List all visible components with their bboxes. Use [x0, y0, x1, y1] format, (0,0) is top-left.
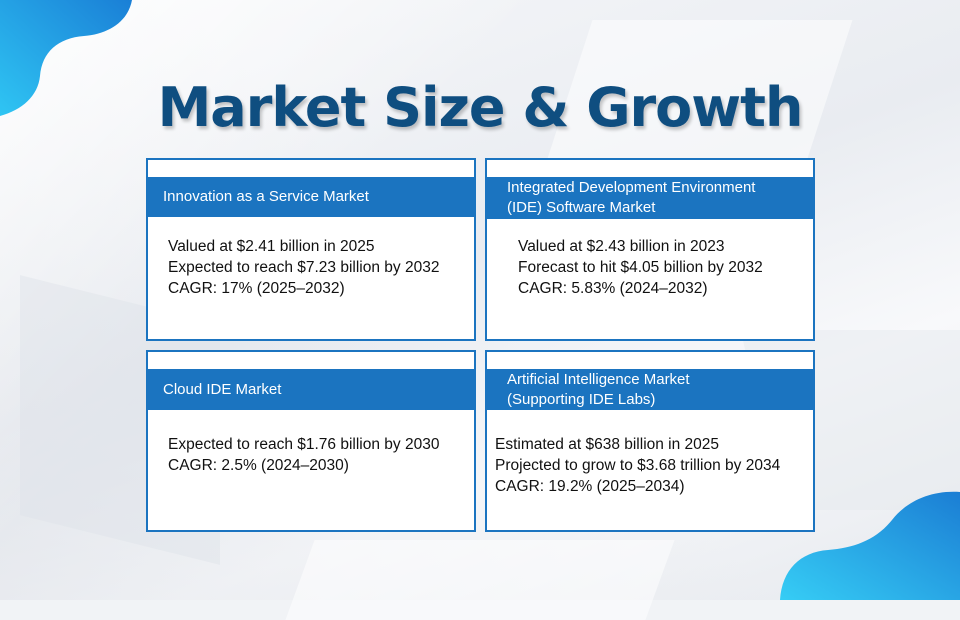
- card-header-line: Innovation as a Service Market: [163, 188, 369, 205]
- card-line: Valued at $2.41 billion in 2025: [168, 238, 375, 255]
- card-ide-software: Integrated Development Environment (IDE)…: [485, 158, 815, 341]
- card-innovation-as-a-service: Innovation as a Service Market Valued at…: [146, 158, 476, 341]
- card-header: Artificial Intelligence Market (Supporti…: [485, 369, 815, 410]
- card-header-line: Integrated Development Environment: [507, 179, 756, 196]
- card-artificial-intelligence: Artificial Intelligence Market (Supporti…: [485, 350, 815, 532]
- card-cloud-ide: Cloud IDE Market Expected to reach $1.76…: [146, 350, 476, 532]
- card-line: CAGR: 2.5% (2024–2030): [168, 457, 349, 474]
- corner-blob-bottom-right: [780, 491, 960, 600]
- card-body: Estimated at $638 billion in 2025 Projec…: [495, 434, 780, 497]
- card-header-line: Cloud IDE Market: [163, 380, 282, 398]
- card-line: CAGR: 17% (2025–2032): [168, 280, 345, 297]
- page-title: Market Size & Growth: [157, 76, 804, 139]
- card-line: Expected to reach $1.76 billion by 2030: [168, 436, 440, 453]
- card-line: Projected to grow to $3.68 trillion by 2…: [495, 457, 781, 474]
- card-body: Expected to reach $1.76 billion by 2030 …: [168, 434, 439, 476]
- corner-blob-top-left: [0, 0, 132, 116]
- card-line: CAGR: 5.83% (2024–2032): [518, 280, 708, 297]
- card-header-line: (IDE) Software Market: [507, 199, 656, 216]
- card-line: CAGR: 19.2% (2025–2034): [495, 478, 685, 495]
- card-header-line: Artificial Intelligence Market: [507, 370, 690, 388]
- card-line: Valued at $2.43 billion in 2023: [518, 238, 725, 255]
- card-body: Valued at $2.41 billion in 2025 Expected…: [168, 236, 439, 299]
- card-header: Innovation as a Service Market: [146, 177, 476, 217]
- background-facet: [285, 540, 675, 620]
- card-line: Expected to reach $7.23 billion by 2032: [168, 259, 440, 276]
- card-header-line: (Supporting IDE Labs): [507, 390, 656, 408]
- card-header: Cloud IDE Market: [146, 369, 476, 410]
- card-header: Integrated Development Environment (IDE)…: [485, 177, 815, 219]
- card-body: Valued at $2.43 billion in 2023 Forecast…: [518, 236, 763, 299]
- card-line: Forecast to hit $4.05 billion by 2032: [518, 259, 763, 276]
- card-line: Estimated at $638 billion in 2025: [495, 436, 720, 453]
